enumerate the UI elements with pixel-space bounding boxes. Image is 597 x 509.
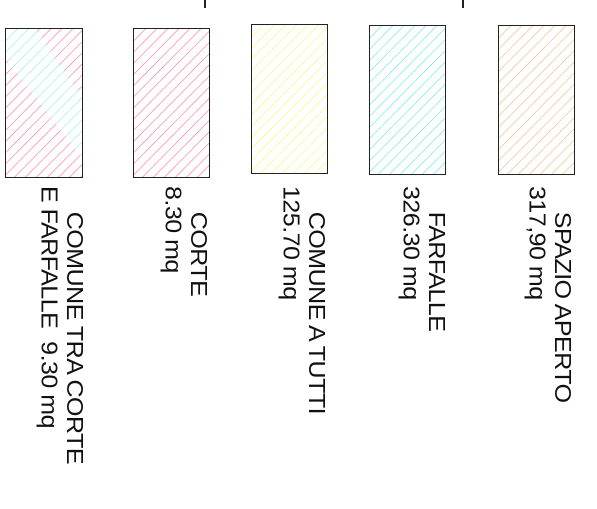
label-line: 326.30 mq [397, 186, 424, 300]
label-line: COMUNE A TUTTI [303, 211, 330, 415]
label-line: CORTE [185, 211, 212, 297]
legend-label-farfalle: FARFALLE 326.30 mq [372, 186, 475, 331]
swatch-comune-corte-farfalle [5, 28, 83, 178]
hatch-pattern-icon [370, 26, 445, 174]
swatch-corte [133, 28, 210, 178]
swatch-comune-a-tutti [251, 24, 328, 174]
label-line: SPAZIO APERTO [549, 211, 576, 403]
label-line: E FARFALLE 9.30 mq [35, 186, 62, 429]
legend-label-corte: CORTE 8.30 mq [134, 186, 237, 296]
label-line: COMUNE TRA CORTE [61, 211, 88, 465]
legend-label-comune-corte-farfalle: COMUNE TRA CORTE E FARFALLE 9.30 mq [10, 186, 113, 464]
legend-label-spazio-aperto: SPAZIO APERTO 317,90 mq [498, 186, 597, 403]
label-line: 125.70 mq [277, 186, 304, 300]
swatch-farfalle [369, 25, 446, 175]
hatch-pattern-icon [6, 29, 82, 177]
hatch-pattern-icon [499, 26, 574, 174]
top-tick-mark [204, 0, 206, 8]
hatch-pattern-icon [134, 29, 209, 177]
label-line: FARFALLE [423, 211, 450, 332]
legend-label-comune-a-tutti: COMUNE A TUTTI 125.70 mq [252, 186, 355, 414]
top-tick-mark [462, 0, 464, 8]
label-line: 317,90 mq [523, 186, 550, 300]
swatch-spazio-aperto [498, 25, 575, 175]
label-line: 8.30 mq [159, 186, 186, 273]
hatch-pattern-icon [252, 25, 327, 173]
